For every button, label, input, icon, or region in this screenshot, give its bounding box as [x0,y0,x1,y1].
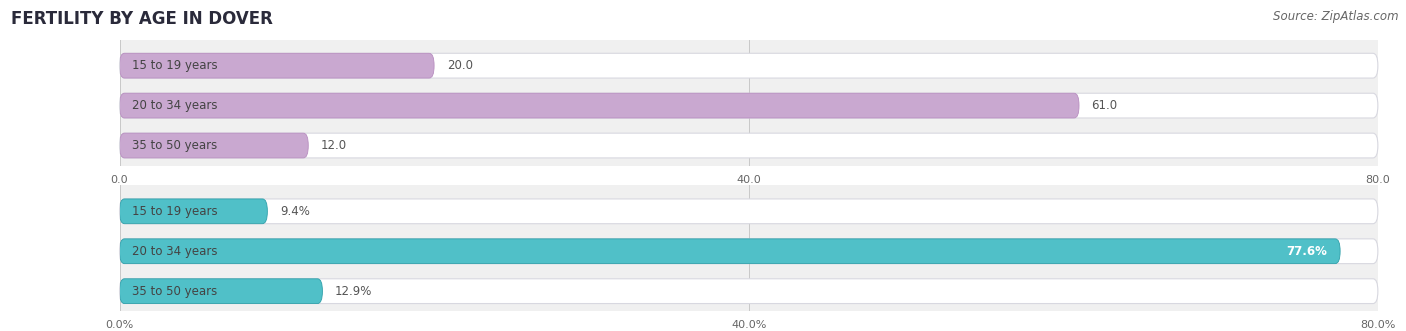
Text: 61.0: 61.0 [1091,99,1118,112]
FancyBboxPatch shape [120,199,267,224]
Text: 12.9%: 12.9% [335,285,373,298]
Text: 20 to 34 years: 20 to 34 years [132,245,218,258]
Text: 12.0: 12.0 [321,139,347,152]
FancyBboxPatch shape [120,53,1378,78]
FancyBboxPatch shape [120,279,1378,304]
Text: 20 to 34 years: 20 to 34 years [132,99,218,112]
FancyBboxPatch shape [120,93,1378,118]
FancyBboxPatch shape [120,133,308,158]
FancyBboxPatch shape [120,199,1378,224]
FancyBboxPatch shape [120,239,1378,263]
Text: 35 to 50 years: 35 to 50 years [132,285,218,298]
Text: 77.6%: 77.6% [1286,245,1327,258]
Text: 15 to 19 years: 15 to 19 years [132,205,218,218]
FancyBboxPatch shape [120,93,1078,118]
Text: 15 to 19 years: 15 to 19 years [132,59,218,72]
Text: 35 to 50 years: 35 to 50 years [132,139,218,152]
FancyBboxPatch shape [120,239,1340,263]
Text: 9.4%: 9.4% [280,205,309,218]
FancyBboxPatch shape [120,53,434,78]
Text: FERTILITY BY AGE IN DOVER: FERTILITY BY AGE IN DOVER [11,10,273,28]
FancyBboxPatch shape [120,279,322,304]
FancyBboxPatch shape [120,133,1378,158]
Text: 20.0: 20.0 [447,59,472,72]
Text: Source: ZipAtlas.com: Source: ZipAtlas.com [1274,10,1399,23]
